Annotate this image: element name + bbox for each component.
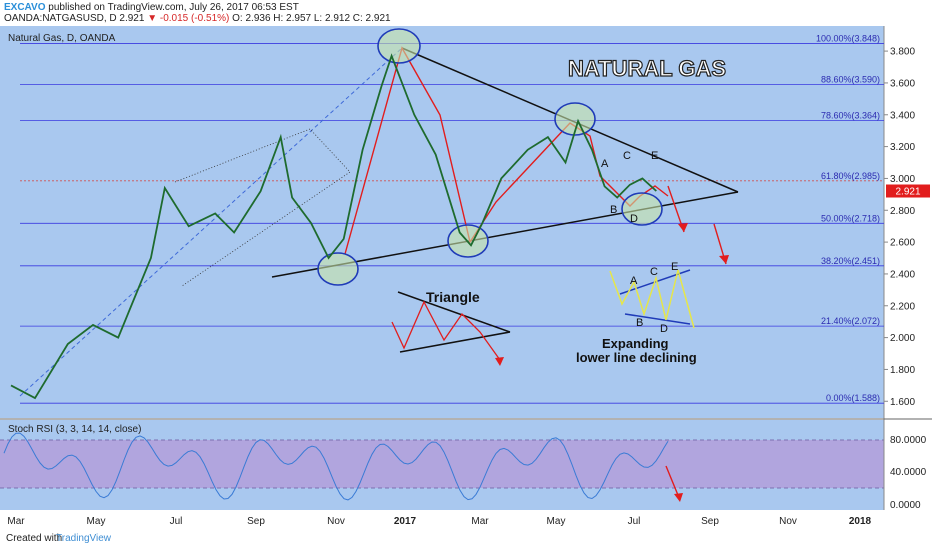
time-scale[interactable] — [0, 510, 884, 528]
diagram-label-d: D — [660, 323, 668, 335]
natural-gas-title: NATURAL GAS — [568, 56, 726, 81]
price-change: ▼ -0.015 (-0.51%) — [147, 13, 230, 24]
wave-label-c: C — [623, 150, 631, 162]
price-pane-background — [0, 26, 884, 418]
wave-labels-diagram: A B C D E — [630, 261, 678, 335]
expanding-label-1: Expanding — [602, 336, 669, 351]
low-circle-3 — [621, 192, 663, 226]
fib-level-label: 21.40%(2.072) — [821, 316, 880, 326]
triangle-bottom — [399, 331, 511, 353]
price-tick-label: 2.800 — [890, 206, 915, 217]
expanding-zigzag — [609, 269, 695, 329]
drawing-trendlines — [19, 28, 739, 502]
fib-level-label: 88.60%(3.590) — [821, 75, 880, 85]
time-tick-label: May — [547, 516, 566, 527]
created-with-text: Created with — [6, 533, 63, 544]
time-tick-label: Jul — [628, 516, 641, 527]
rsi-series-line — [3, 432, 669, 501]
chart-footer: Created with TradingView — [0, 528, 932, 550]
price-tick-label: 2.000 — [890, 333, 915, 344]
wave-labels-chart: A B C D E — [601, 150, 658, 225]
dashed-fib-anchor — [19, 47, 403, 397]
price-tick-label: 1.800 — [890, 365, 915, 376]
wave-label-b: B — [610, 204, 617, 216]
rsi-tick-80: 80.0000 — [890, 435, 927, 446]
last-price: 2.921 — [119, 13, 145, 24]
low-circle-1 — [317, 252, 359, 286]
projection-arrow-1-head — [678, 223, 688, 232]
price-tick-labels: 3.800 3.600 3.400 3.200 3.000 2.800 2.600 2.400… — [884, 47, 915, 408]
fib-level-label: 38.20%(2.451) — [821, 256, 880, 266]
rsi-band — [0, 440, 884, 488]
diagram-label-e: E — [671, 261, 678, 273]
publish-line: EXCAVO published on TradingView.com, Jul… — [4, 2, 299, 13]
expanding-bottom — [624, 313, 691, 325]
rsi-tick-0: 0.0000 — [890, 500, 921, 511]
triangle-arrow-head — [495, 357, 504, 366]
triangle-zigzag — [391, 300, 501, 361]
tradingview-logo-text[interactable]: TradingView — [56, 533, 112, 544]
fib-level-label: 100.00%(3.848) — [816, 33, 880, 43]
rsi-tick-40: 40.0000 — [890, 467, 927, 478]
tradingview-chart[interactable]: 100.00%(3.848) 88.60%(3.590) 78.60%(3.364)… — [0, 26, 932, 528]
fib-level-label: 78.60%(3.364) — [821, 110, 880, 120]
triangle-label: Triangle — [426, 289, 480, 305]
price-tick-label: 3.400 — [890, 110, 915, 121]
rsi-title: Stoch RSI (3, 3, 14, 14, close) — [8, 424, 141, 435]
price-tick-label: 3.600 — [890, 78, 915, 89]
wave-label-e: E — [651, 150, 658, 162]
wave-label-a: A — [601, 158, 609, 170]
time-tick-label: Sep — [247, 516, 265, 527]
time-tick-label: Sep — [701, 516, 719, 527]
price-tick-label: 3.200 — [890, 142, 915, 153]
price-tick-label: 2.200 — [890, 301, 915, 312]
time-tick-label: Nov — [779, 516, 797, 527]
author-name[interactable]: EXCAVO — [4, 2, 46, 13]
expanding-label-2: lower line declining — [576, 350, 697, 365]
diagram-label-c: C — [650, 266, 658, 278]
channel-dotted — [174, 128, 351, 287]
fibonacci-levels: 100.00%(3.848) 88.60%(3.590) 78.60%(3.364)… — [20, 33, 884, 404]
wave-label-d: D — [630, 213, 638, 225]
price-tick-label: 3.000 — [890, 174, 915, 185]
high-circle-2 — [554, 102, 596, 136]
time-tick-label: Jul — [170, 516, 183, 527]
diagram-label-b: B — [636, 317, 643, 329]
price-tick-label: 2.400 — [890, 269, 915, 280]
chart-title: Natural Gas, D, OANDA — [8, 33, 116, 44]
price-series-line — [10, 53, 657, 400]
current-price-marker — [886, 184, 930, 198]
price-tick-label: 1.600 — [890, 397, 915, 408]
fib-level-label: 0.00%(1.588) — [826, 393, 880, 403]
time-tick-label: Nov — [327, 516, 345, 527]
ohlc-values: O: 2.936 H: 2.957 L: 2.912 C: 2.921 — [232, 13, 391, 24]
symbol-name: OANDA:NATGASUSD, D — [4, 13, 117, 24]
rsi-arrow-head — [674, 493, 683, 502]
chart-header: EXCAVO published on TradingView.com, Jul… — [0, 0, 932, 26]
triangle-top — [397, 291, 511, 333]
projection-arrow-2-head — [719, 255, 729, 264]
time-tick-label: May — [87, 516, 106, 527]
diagram-label-a: A — [630, 275, 638, 287]
time-tick-labels: Mar May Jul Sep Nov 2017 Mar May Jul Sep Nov 2018 — [7, 516, 871, 527]
peak-circle — [377, 28, 421, 64]
publish-info: published on TradingView.com, July 26, 2… — [48, 2, 299, 13]
price-tick-label: 3.800 — [890, 47, 915, 58]
time-tick-label: Mar — [471, 516, 489, 527]
price-scale[interactable] — [884, 26, 932, 528]
time-tick-label: 2018 — [849, 516, 872, 527]
fib-level-label: 61.80%(2.985) — [821, 171, 880, 181]
fib-level-label: 50.00%(2.718) — [821, 213, 880, 223]
time-tick-label: Mar — [7, 516, 25, 527]
price-tick-label: 2.600 — [890, 238, 915, 249]
time-tick-label: 2017 — [394, 516, 417, 527]
current-price-label: 2.921 — [895, 187, 920, 198]
symbol-line: OANDA:NATGASUSD, D 2.921 ▼ -0.015 (-0.51… — [4, 13, 391, 24]
